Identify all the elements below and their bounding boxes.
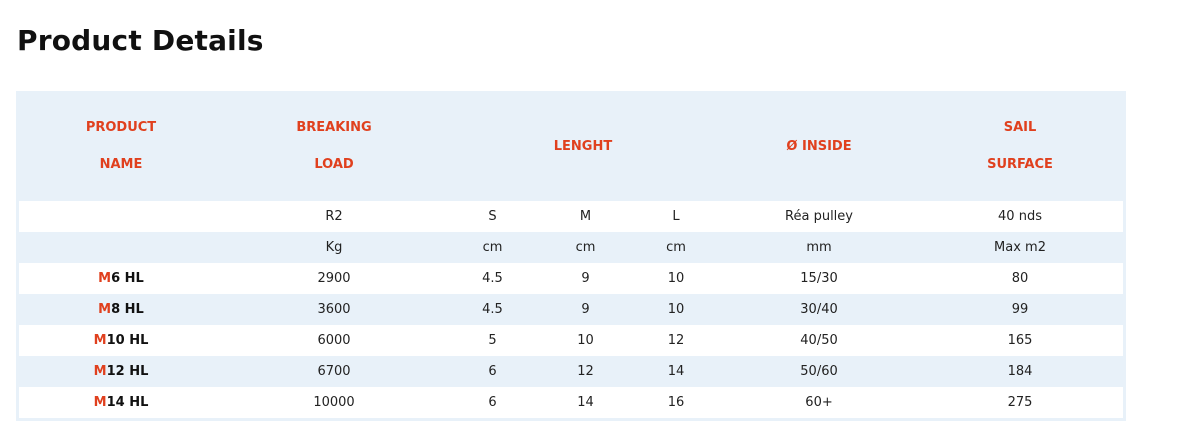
product-name: 6 HL <box>111 271 144 286</box>
value-cell: 12 <box>631 325 722 356</box>
table-row: M10 HL 6000 5 10 12 40/50 165 <box>19 325 1123 356</box>
value-cell: 15/30 <box>721 263 918 294</box>
table-row: M14 HL 10000 6 14 16 60+ 275 <box>19 387 1123 418</box>
value-cell: 10 <box>631 263 722 294</box>
subheader-cell: M <box>540 201 631 232</box>
product-prefix: M <box>98 302 112 317</box>
header-row: PRODUCT NAME BREAKING LOAD LENGHT Ø INSIDE… <box>19 91 1123 201</box>
value-cell: 6 <box>445 387 540 418</box>
table-row: M8 HL 3600 4.5 9 10 30/40 99 <box>19 294 1123 325</box>
product-name-cell: M14 HL <box>19 387 223 418</box>
subheader-cell: 40 nds <box>917 201 1123 232</box>
product-name: 12 HL <box>106 364 149 379</box>
subheader-cell: Kg <box>223 232 445 263</box>
value-cell: 12 <box>540 356 631 387</box>
table-row: M6 HL 2900 4.5 9 10 15/30 80 <box>19 263 1123 294</box>
header-length: LENGHT <box>553 138 613 154</box>
value-cell: 14 <box>631 356 722 387</box>
value-cell: 9 <box>540 294 631 325</box>
product-details-table: PRODUCT NAME BREAKING LOAD LENGHT Ø INSIDE… <box>16 91 1126 421</box>
product-name: 8 HL <box>111 302 144 317</box>
product-name: 14 HL <box>106 395 149 410</box>
subheader-cell: R2 <box>223 201 445 232</box>
table-row: M12 HL 6700 6 12 14 50/60 184 <box>19 356 1123 387</box>
subheader-cell: S <box>445 201 540 232</box>
value-cell: 165 <box>917 325 1123 356</box>
product-name: 10 HL <box>106 333 149 348</box>
product-name-cell: M10 HL <box>19 325 223 356</box>
value-cell: 9 <box>540 263 631 294</box>
subheader-row: Kg cm cm cm mm Max m2 <box>19 232 1123 263</box>
subheader-cell: cm <box>631 232 722 263</box>
value-cell: 5 <box>445 325 540 356</box>
value-cell: 4.5 <box>445 294 540 325</box>
product-prefix: M <box>93 333 107 348</box>
value-cell: 6 <box>445 356 540 387</box>
value-cell: 80 <box>917 263 1123 294</box>
product-name-cell: M12 HL <box>19 356 223 387</box>
product-name-cell: M8 HL <box>19 294 223 325</box>
subheader-cell <box>19 201 223 232</box>
product-prefix: M <box>93 364 107 379</box>
product-name-cell: M6 HL <box>19 263 223 294</box>
value-cell: 50/60 <box>721 356 918 387</box>
value-cell: 6000 <box>223 325 445 356</box>
value-cell: 40/50 <box>721 325 918 356</box>
subheader-cell: Réa pulley <box>721 201 918 232</box>
value-cell: 60+ <box>721 387 918 418</box>
value-cell: 4.5 <box>445 263 540 294</box>
subheader-cell: Max m2 <box>917 232 1123 263</box>
subheader-cell: mm <box>721 232 918 263</box>
value-cell: 2900 <box>223 263 445 294</box>
header-sail-surface: SAIL SURFACE <box>987 120 1053 172</box>
header-product-name: PRODUCT NAME <box>85 120 157 172</box>
subheader-cell: cm <box>540 232 631 263</box>
value-cell: 16 <box>631 387 722 418</box>
value-cell: 184 <box>917 356 1123 387</box>
value-cell: 10000 <box>223 387 445 418</box>
subheader-cell <box>19 232 223 263</box>
header-breaking-load: BREAKING LOAD <box>296 120 372 172</box>
page-title: Product Details <box>17 24 264 57</box>
value-cell: 99 <box>917 294 1123 325</box>
product-prefix: M <box>93 395 107 410</box>
value-cell: 275 <box>917 387 1123 418</box>
header-inside: Ø INSIDE <box>786 138 852 154</box>
value-cell: 10 <box>540 325 631 356</box>
value-cell: 3600 <box>223 294 445 325</box>
value-cell: 10 <box>631 294 722 325</box>
value-cell: 6700 <box>223 356 445 387</box>
value-cell: 30/40 <box>721 294 918 325</box>
product-prefix: M <box>98 271 112 286</box>
subheader-row: R2 S M L Réa pulley 40 nds <box>19 201 1123 232</box>
value-cell: 14 <box>540 387 631 418</box>
subheader-cell: cm <box>445 232 540 263</box>
subheader-cell: L <box>631 201 722 232</box>
